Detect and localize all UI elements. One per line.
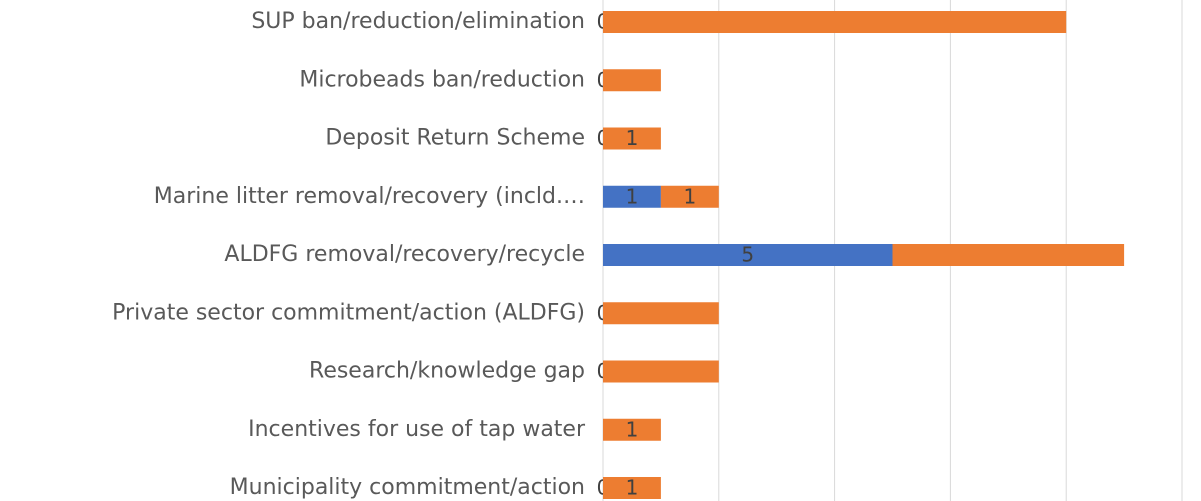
category-label: Microbeads ban/reduction [299, 67, 585, 92]
category-label: Marine litter removal/recovery (incld.… [154, 184, 585, 209]
bar-segment [603, 302, 719, 325]
bar-segment [603, 11, 1067, 33]
category-label: Deposit Return Scheme [325, 126, 585, 151]
bar-segment [892, 244, 1125, 266]
category-label: Municipality commitment/action [230, 475, 585, 500]
category-label: SUP ban/reduction/elimination [251, 9, 585, 34]
value-label: 5 [741, 243, 754, 267]
value-label: 1 [683, 184, 696, 208]
bar-segment [603, 418, 661, 441]
bar-segment [603, 127, 661, 150]
value-label: 1 [626, 126, 639, 150]
category-label: ALDFG removal/recovery/recycle [224, 242, 585, 267]
value-label: 1 [626, 476, 639, 500]
bar-segment [603, 360, 719, 383]
value-label: 1 [626, 184, 639, 208]
bar-segment [603, 185, 661, 208]
category-label: Research/knowledge gap [309, 359, 585, 384]
bar-segment [603, 69, 661, 92]
category-label: Incentives for use of tap water [248, 417, 586, 442]
category-label: Private sector commitment/action (ALDFG) [112, 300, 585, 325]
bar-segment [603, 244, 893, 266]
bar-segment [660, 185, 719, 208]
bar-segment [603, 477, 661, 499]
value-label: 1 [626, 417, 639, 441]
